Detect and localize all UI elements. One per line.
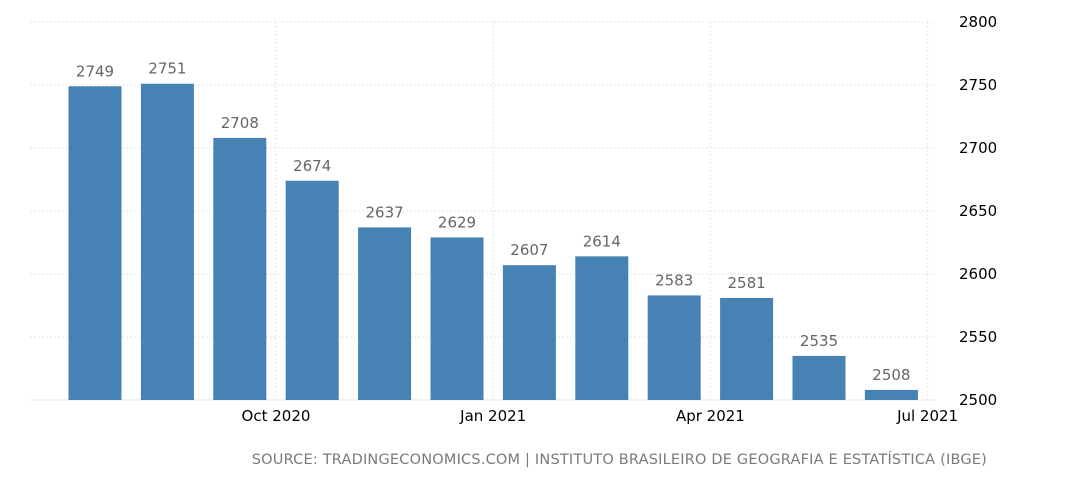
y-tick-label: 2800 [959, 13, 997, 31]
source-note: SOURCE: TRADINGECONOMICS.COM | INSTITUTO… [251, 452, 987, 468]
y-tick-label: 2600 [959, 265, 997, 283]
bar-value-label: 2583 [655, 271, 693, 289]
bar-value-label: 2614 [583, 232, 621, 250]
x-axis: Oct 2020 Jan 2021 Apr 2021 Jul 2021 [242, 407, 959, 425]
bar [502, 265, 556, 400]
bar [647, 295, 701, 400]
bar-value-label: 2535 [800, 332, 838, 350]
bar-value-label: 2637 [366, 203, 404, 221]
bar [864, 389, 918, 400]
y-tick-label: 2650 [959, 202, 997, 220]
bars [68, 83, 918, 401]
bar-value-label: 2751 [148, 60, 186, 78]
x-tick-label: Apr 2021 [676, 407, 745, 425]
bar-value-label: 2581 [728, 274, 766, 292]
x-tick-label: Oct 2020 [242, 407, 311, 425]
y-tick-label: 2500 [959, 391, 997, 409]
bar-value-label: 2629 [438, 213, 476, 231]
bar-value-label: 2674 [293, 157, 331, 175]
bar [575, 256, 629, 400]
x-tick-label: Jan 2021 [459, 407, 526, 425]
bar [213, 137, 267, 401]
bar-value-label: 2508 [872, 366, 910, 384]
y-tick-label: 2750 [959, 76, 997, 94]
bar-value-label: 2607 [510, 241, 548, 259]
x-tick-label: Jul 2021 [896, 407, 958, 425]
bar [792, 355, 846, 400]
data-labels: 2749 2751 2708 2674 2637 2629 2607 2614 2583 2581… [76, 60, 911, 384]
y-tick-label: 2550 [959, 328, 997, 346]
bar [430, 237, 484, 400]
bar [358, 227, 412, 400]
bar [68, 86, 122, 400]
y-axis: 2500 2550 2600 2650 2700 2750 2800 [959, 13, 997, 409]
bar-value-label: 2749 [76, 62, 114, 80]
bar [285, 180, 339, 400]
bar [720, 297, 774, 400]
y-tick-label: 2700 [959, 139, 997, 157]
bar-value-label: 2708 [221, 114, 259, 132]
bar [140, 83, 194, 401]
